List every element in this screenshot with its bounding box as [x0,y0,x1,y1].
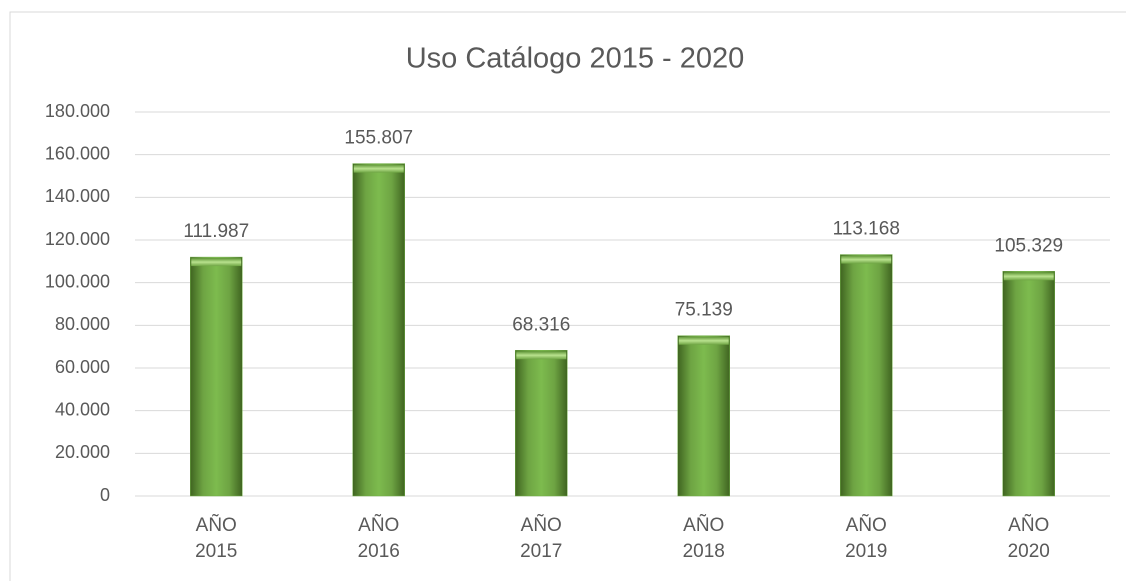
y-tick-label: 0 [100,485,110,505]
data-label: 105.329 [994,235,1063,256]
x-tick-label: AÑO 2020 [1007,515,1050,562]
x-tick-label: AÑO 2018 [682,515,725,562]
x-tick-label: AÑO 2017 [520,515,563,562]
data-label: 155.807 [344,128,413,149]
y-tick-label: 160.000 [45,143,110,163]
x-tick-label: AÑO 2015 [195,515,238,562]
data-label: 68.316 [512,314,570,335]
bar-cap [841,255,892,264]
bar [515,350,568,497]
x-tick-label: AÑO 2016 [357,515,400,562]
bar [1002,271,1055,497]
y-tick-label: 100.000 [45,271,110,291]
chart-title: Uso Catálogo 2015 - 2020 [406,43,745,75]
y-tick-label: 120.000 [45,229,110,249]
y-tick-label: 40.000 [55,399,110,419]
y-tick-label: 140.000 [45,186,110,206]
y-tick-label: 60.000 [55,357,110,377]
bar-cap [353,164,404,173]
x-tick-label: AÑO 2019 [845,515,888,562]
bar [677,335,730,497]
bar-cap [1003,272,1054,281]
bar-cap [516,351,567,360]
y-tick-label: 180.000 [45,101,110,121]
bar [840,254,893,497]
bar [190,256,243,497]
data-label: 111.987 [183,221,249,242]
bar-cap [678,336,729,345]
y-tick-label: 80.000 [55,314,110,334]
bar-cap [191,258,242,267]
bar [352,163,405,497]
data-label: 75.139 [675,300,733,321]
data-label: 113.168 [833,219,900,240]
y-tick-label: 20.000 [55,442,110,462]
